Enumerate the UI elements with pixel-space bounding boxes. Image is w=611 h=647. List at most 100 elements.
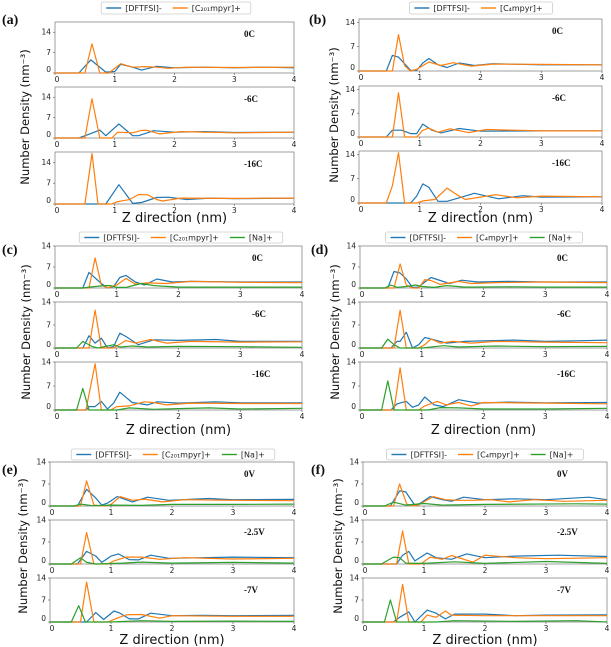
x-tick-label: 1 bbox=[114, 350, 119, 359]
series-line-2 bbox=[50, 503, 295, 507]
legend-box bbox=[78, 231, 284, 244]
plot-frame bbox=[358, 18, 603, 72]
condition-label: -6C bbox=[557, 309, 571, 319]
plot-frame bbox=[49, 461, 295, 507]
series-line-2 bbox=[360, 338, 608, 349]
series-line-2 bbox=[55, 387, 303, 411]
legend-entry: [C₂₀₁mpyr]+ bbox=[170, 234, 219, 243]
condition-label: 0C bbox=[252, 253, 263, 263]
y-tick-label: 14 bbox=[349, 574, 359, 583]
y-tick-label: 14 bbox=[41, 298, 51, 307]
x-tick-label: 1 bbox=[422, 566, 427, 575]
x-tick-label: 1 bbox=[109, 508, 114, 517]
x-tick-label: 3 bbox=[539, 73, 544, 82]
x-tick-label: 2 bbox=[176, 350, 181, 359]
legend-entry: [C₄mpyr]+ bbox=[477, 451, 520, 460]
x-tick-label: 4 bbox=[605, 290, 610, 299]
y-tick-label: 0 bbox=[354, 498, 359, 507]
legend-entry: [DFTFSI]- bbox=[409, 234, 446, 243]
subplot: 0 1 2 3 4 0 7 14 -16C bbox=[41, 151, 297, 215]
series-line-1 bbox=[55, 257, 303, 289]
y-tick-label: 14 bbox=[346, 358, 356, 367]
series-line-1 bbox=[50, 480, 295, 507]
legend: [DFTFSI]- [C₂₀₁mpyr]+ bbox=[100, 1, 252, 15]
x-tick-label: 1 bbox=[422, 508, 427, 517]
x-tick-label: 3 bbox=[231, 624, 236, 633]
x-tick-label: 0 bbox=[55, 206, 60, 215]
condition-label: -6C bbox=[244, 94, 258, 104]
y-tick-label: 0 bbox=[46, 65, 51, 74]
panel-4: (e)[DFTFSI]- [C₂₀₁mpyr]+ [Na]+0 1 2 3 407140V0… bbox=[2, 448, 297, 647]
series-line-2 bbox=[363, 599, 608, 623]
plot-frame bbox=[49, 519, 295, 565]
subplot: 0 1 2 3 4 0 7 14 -2.5V bbox=[36, 516, 296, 576]
y-tick-label: 14 bbox=[41, 158, 51, 167]
x-tick-label: 0 bbox=[50, 508, 55, 517]
x-axis-label: Z direction (nm) bbox=[431, 423, 536, 438]
x-tick-label: 4 bbox=[300, 350, 305, 359]
series-line-1 bbox=[55, 98, 295, 139]
y-tick-label: 0 bbox=[41, 614, 46, 623]
x-tick-label: 0 bbox=[360, 412, 365, 421]
x-tick-label: 3 bbox=[543, 290, 548, 299]
x-tick-label: 3 bbox=[539, 139, 544, 148]
y-tick-label: 0 bbox=[354, 614, 359, 623]
x-tick-label: 1 bbox=[114, 290, 119, 299]
series-line-1 bbox=[360, 309, 608, 349]
y-tick-label: 14 bbox=[36, 574, 46, 583]
legend: [DFTFSI]- [C₄mpyr]+ bbox=[409, 1, 553, 15]
y-tick-label: 0 bbox=[46, 340, 51, 349]
y-tick-label: 0 bbox=[46, 402, 51, 411]
series-line-2 bbox=[363, 501, 608, 507]
y-tick-label: 7 bbox=[354, 538, 359, 547]
x-tick-label: 1 bbox=[417, 139, 422, 148]
series-line-2 bbox=[360, 380, 608, 411]
legend-entry: [Na]+ bbox=[249, 234, 273, 243]
legend-entry: [C₄mpyr]+ bbox=[500, 4, 543, 13]
series-line-2 bbox=[50, 557, 295, 565]
y-axis-label: Number Density (nm⁻³) bbox=[19, 264, 33, 399]
y-tick-label: 7 bbox=[354, 480, 359, 489]
subplot: 0 1 2 3 4 0 7 14 0C bbox=[41, 242, 304, 300]
subplot: 0 1 2 3 4 0 7 14 -16C bbox=[41, 358, 304, 422]
y-tick-label: 0 bbox=[351, 402, 356, 411]
y-tick-label: 14 bbox=[345, 18, 355, 27]
x-tick-label: 4 bbox=[292, 140, 297, 149]
x-tick-label: 3 bbox=[232, 75, 237, 84]
series-line-1 bbox=[360, 367, 608, 411]
legend-entry: [DFTFSI]- bbox=[125, 4, 162, 13]
condition-label: -2.5V bbox=[244, 527, 265, 537]
legend-box bbox=[385, 231, 583, 244]
legend: [DFTFSI]- [C₄mpyr]+ [Na]+ bbox=[385, 231, 583, 244]
subplot: 0 1 2 3 4 0 7 14 -16C bbox=[346, 358, 609, 422]
plot-frame bbox=[49, 577, 295, 623]
series-line-2 bbox=[360, 284, 607, 289]
x-tick-label: 0 bbox=[50, 566, 55, 575]
series-line-1 bbox=[50, 581, 294, 623]
subplot: 0 1 2 3 4 0 7 14 -16C bbox=[345, 150, 604, 214]
x-axis-label: Z direction (nm) bbox=[126, 423, 231, 438]
x-tick-label: 0 bbox=[363, 508, 368, 517]
y-tick-label: 7 bbox=[350, 42, 355, 51]
legend-entry: [DFTFSI]- bbox=[95, 451, 132, 460]
series-line-2 bbox=[55, 282, 302, 289]
y-tick-label: 0 bbox=[46, 280, 51, 289]
y-axis-label: Number Density (nm⁻³) bbox=[18, 49, 32, 184]
x-tick-label: 4 bbox=[292, 624, 297, 633]
y-tick-label: 7 bbox=[351, 263, 356, 272]
legend: [DFTFSI]- [C₂₀₁mpyr]+ [Na]+ bbox=[78, 231, 284, 244]
x-tick-label: 4 bbox=[292, 508, 297, 517]
plot-frame bbox=[358, 85, 603, 138]
x-tick-label: 3 bbox=[544, 624, 549, 633]
x-tick-label: 2 bbox=[483, 508, 488, 517]
y-tick-label: 14 bbox=[349, 516, 359, 525]
subplot: 0 1 2 3 4 0 7 14 -6C bbox=[345, 85, 604, 148]
legend-box bbox=[70, 448, 276, 461]
x-tick-label: 2 bbox=[172, 140, 177, 149]
series-line-0 bbox=[55, 391, 302, 411]
x-tick-label: 1 bbox=[419, 412, 424, 421]
y-tick-label: 7 bbox=[351, 321, 356, 330]
legend-entry: [Na]+ bbox=[550, 451, 574, 460]
panel-label: (b) bbox=[309, 13, 326, 28]
y-tick-label: 14 bbox=[41, 358, 51, 367]
